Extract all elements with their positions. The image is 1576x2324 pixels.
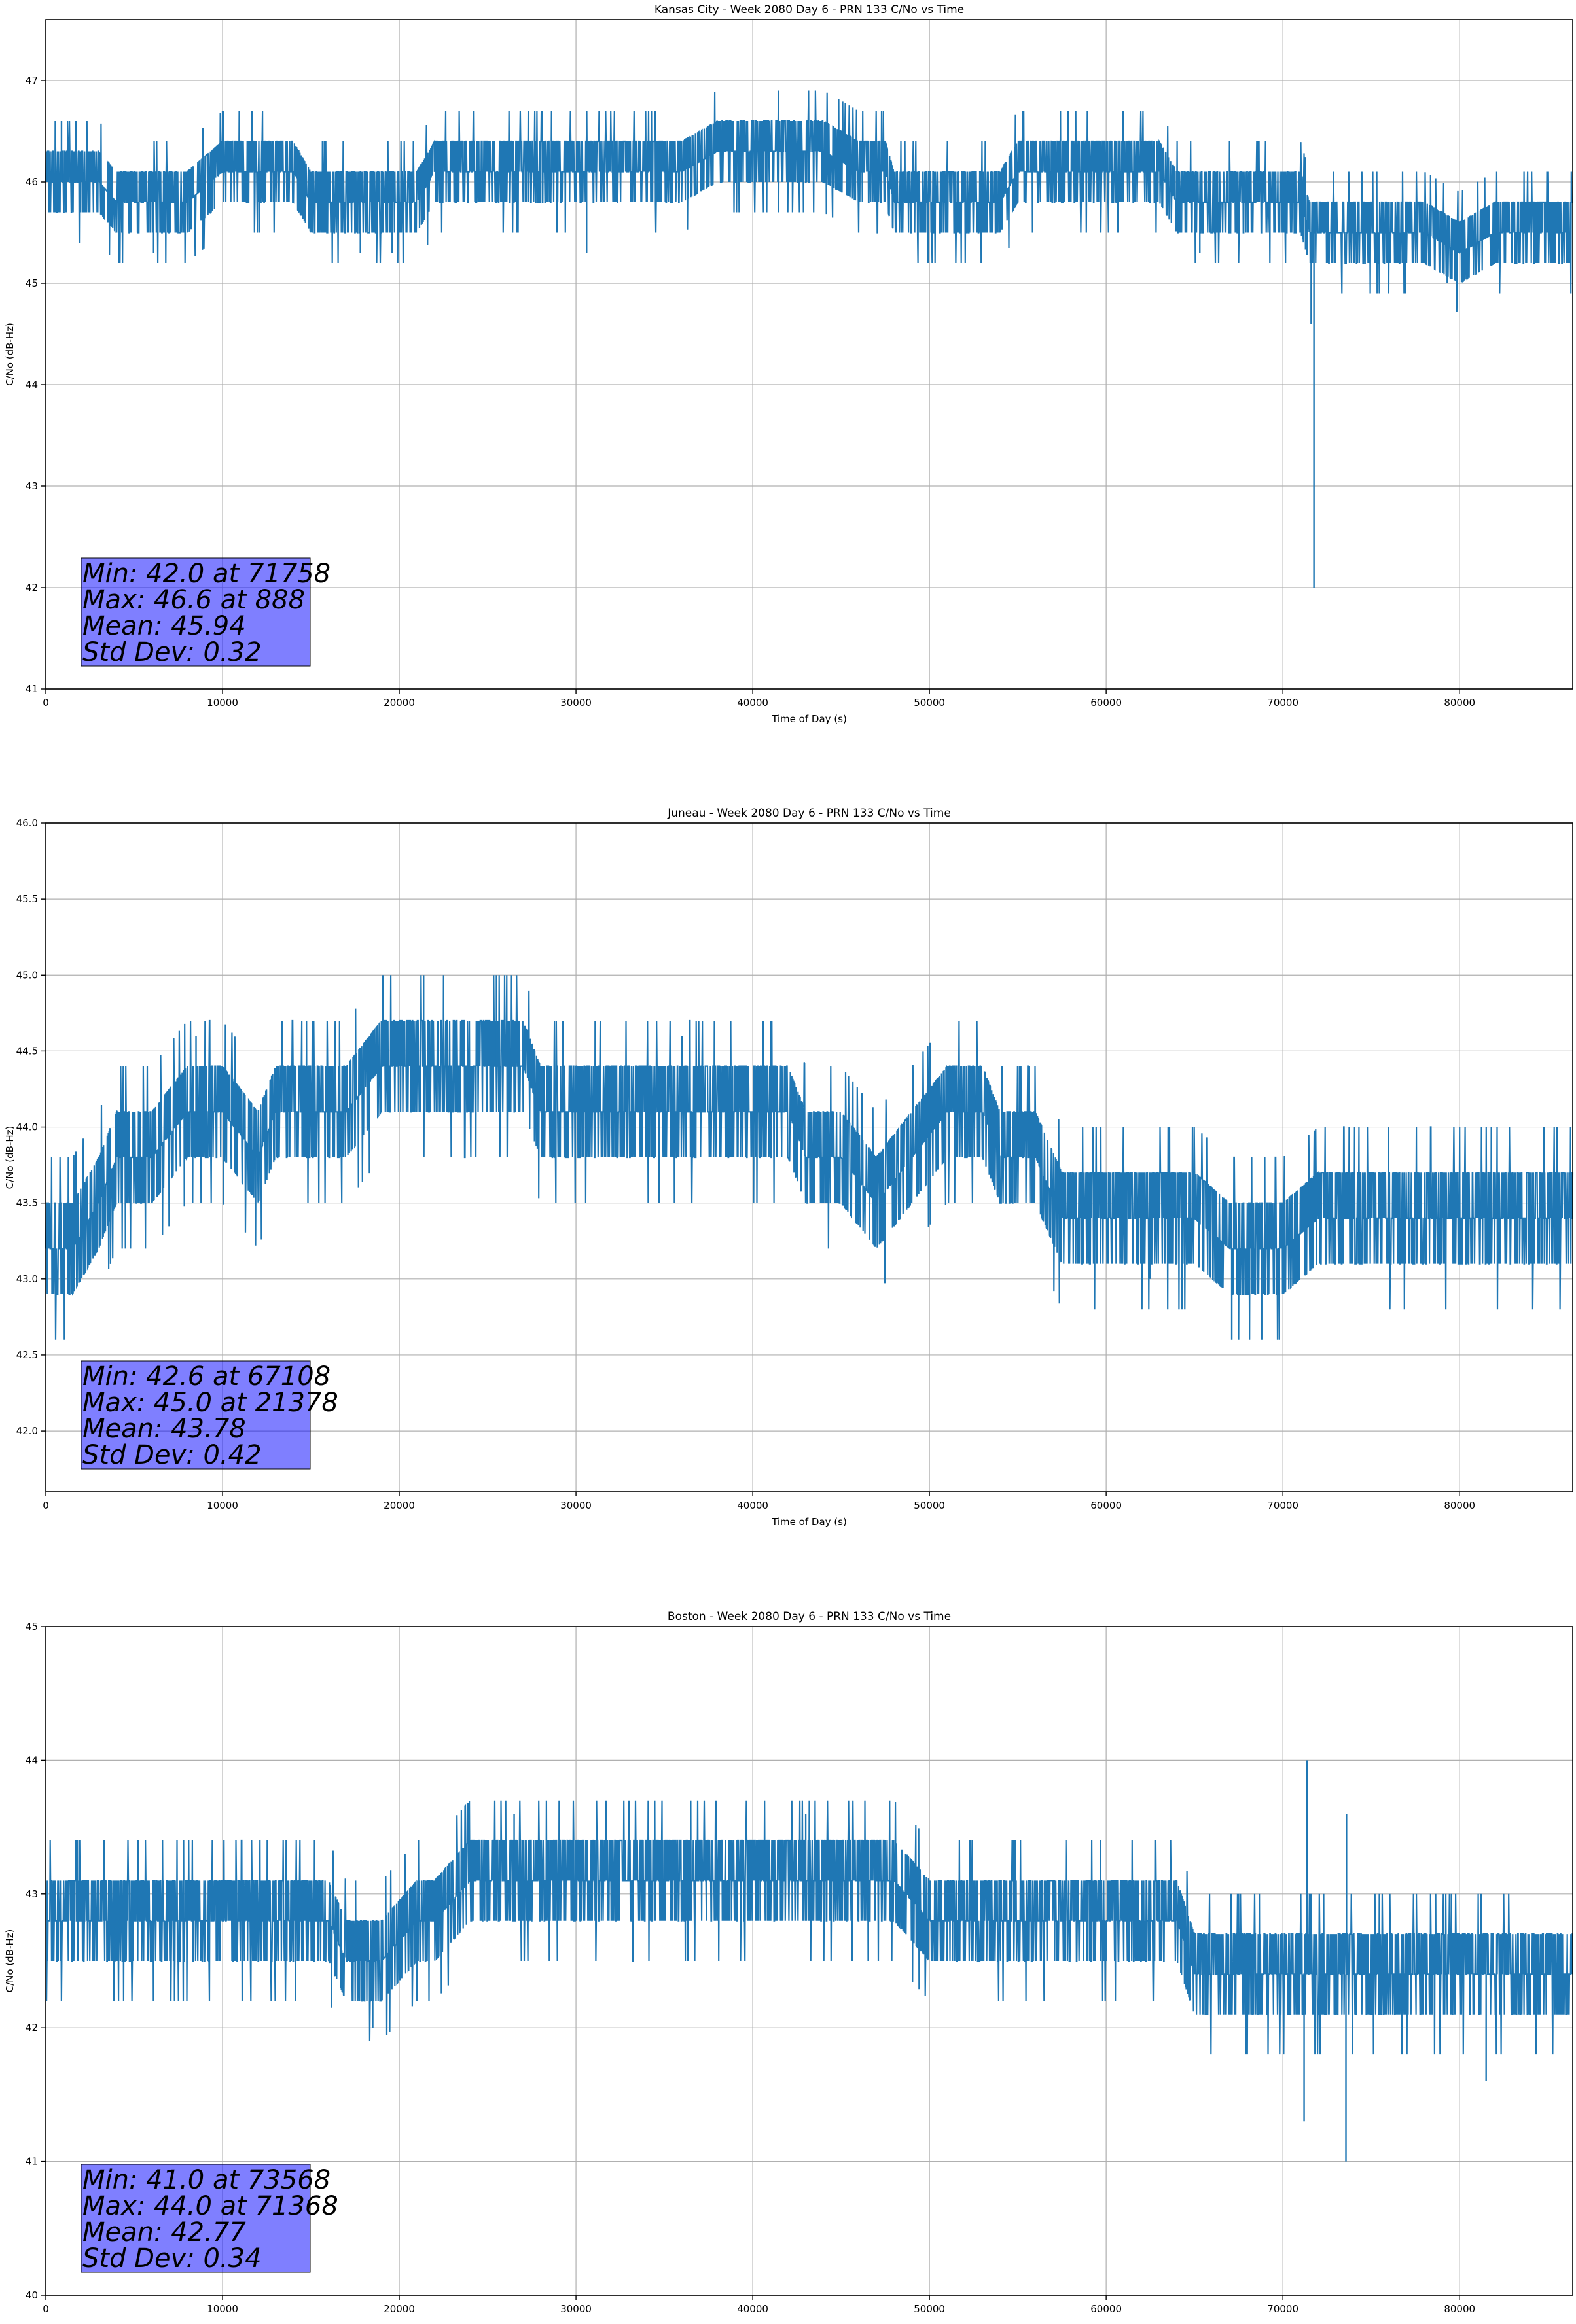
- stats-std-text: Std Dev: 0.34: [82, 2244, 262, 2274]
- stats-mean-text: Mean: 43.78: [82, 1414, 246, 1444]
- y-tick-label: 41: [26, 683, 38, 695]
- plot-frame: [45, 1626, 1573, 2296]
- chart-panel-1: 0 10000 20000 30000 40000 50000 60000 70000 8000…: [4, 3, 1573, 725]
- stats-box-background: [81, 557, 311, 667]
- cno-series-line: [45, 1800, 1573, 2055]
- x-tick-label: 60000: [1090, 2303, 1122, 2315]
- stats-max-text: Max: 46.6 at 888: [82, 585, 305, 615]
- x-tick-label: 40000: [737, 697, 768, 709]
- y-tick-label: 45: [26, 1621, 38, 1632]
- y-axis-label: C/No (dB-Hz): [4, 323, 16, 386]
- stats-box-background: [81, 2164, 311, 2273]
- x-tick-label: 30000: [560, 1500, 592, 1511]
- cno-series-line: [45, 90, 1573, 313]
- y-tick-label: 45.0: [16, 969, 38, 981]
- x-tick-label: 50000: [914, 697, 945, 709]
- x-tick-label: 60000: [1090, 697, 1122, 709]
- stats-std-text: Std Dev: 0.42: [82, 1440, 262, 1470]
- x-tick-label: 50000: [914, 1500, 945, 1511]
- stats-max-text: Max: 45.0 at 21378: [82, 1388, 338, 1418]
- cno-series-line: [45, 975, 1574, 1340]
- stats-max-text: Max: 44.0 at 71368: [82, 2191, 338, 2221]
- x-tick-label: 70000: [1267, 1500, 1298, 1511]
- y-tick-label: 41: [26, 2156, 38, 2168]
- x-tick-label: 0: [43, 1500, 49, 1511]
- x-tick-label: 30000: [560, 2303, 592, 2315]
- x-tick-label: 10000: [207, 697, 238, 709]
- y-axis-label: C/No (dB-Hz): [4, 1929, 16, 1993]
- y-tick-label: 43: [26, 480, 38, 492]
- y-tick-label: 45.5: [16, 893, 38, 905]
- y-tick-label: 46.0: [16, 817, 38, 829]
- x-tick-label: 80000: [1444, 2303, 1475, 2315]
- y-tick-label: 40: [26, 2289, 38, 2301]
- chart-panel-2: 0 10000 20000 30000 40000 50000 60000 70000 8000…: [4, 807, 1574, 1528]
- y-tick-label: 44: [26, 1754, 38, 1766]
- stats-box-background: [81, 1360, 311, 1470]
- x-tick-label: 80000: [1444, 697, 1475, 709]
- stats-mean-text: Mean: 42.77: [82, 2217, 246, 2247]
- stats-std-text: Std Dev: 0.32: [82, 637, 262, 667]
- y-tick-label: 42.5: [16, 1349, 38, 1361]
- y-tick-label: 44: [26, 379, 38, 391]
- stats-min-text: Min: 42.6 at 67108: [82, 1362, 331, 1392]
- y-tick-label: 46: [26, 176, 38, 188]
- y-tick-label: 45: [26, 277, 38, 289]
- x-tick-label: 0: [43, 697, 49, 709]
- y-tick-label: 42: [26, 2022, 38, 2034]
- y-tick-label: 47: [26, 75, 38, 86]
- x-axis-label: Time of Day (s): [771, 1516, 847, 1528]
- x-tick-label: 70000: [1267, 2303, 1298, 2315]
- chart-title: Juneau - Week 2080 Day 6 - PRN 133 C/No …: [667, 807, 951, 820]
- x-tick-label: 10000: [207, 1500, 238, 1511]
- x-tick-label: 80000: [1444, 1500, 1475, 1511]
- y-tick-label: 42.0: [16, 1425, 38, 1437]
- x-axis-label: Time of Day (s): [771, 713, 847, 725]
- chart-title: Boston - Week 2080 Day 6 - PRN 133 C/No …: [668, 1610, 951, 1623]
- x-tick-label: 30000: [560, 697, 592, 709]
- x-tick-label: 60000: [1090, 1500, 1122, 1511]
- y-tick-label: 42: [26, 582, 38, 593]
- x-tick-label: 40000: [737, 2303, 768, 2315]
- y-tick-label: 44.0: [16, 1121, 38, 1133]
- plot-frame: [45, 19, 1573, 690]
- x-tick-label: 20000: [384, 1500, 415, 1511]
- x-tick-label: 20000: [384, 697, 415, 709]
- stats-min-text: Min: 42.0 at 71758: [82, 559, 331, 589]
- y-tick-label: 43.0: [16, 1273, 38, 1285]
- y-axis-label: C/No (dB-Hz): [4, 1126, 16, 1189]
- y-tick-label: 43: [26, 1888, 38, 1900]
- x-tick-label: 70000: [1267, 697, 1298, 709]
- x-tick-label: 10000: [207, 2303, 238, 2315]
- plot-frame: [45, 822, 1573, 1492]
- y-tick-label: 43.5: [16, 1197, 38, 1209]
- x-tick-label: 40000: [737, 1500, 768, 1511]
- stats-min-text: Min: 41.0 at 73568: [82, 2165, 331, 2195]
- stats-mean-text: Mean: 45.94: [82, 611, 246, 641]
- x-tick-label: 50000: [914, 2303, 945, 2315]
- x-tick-label: 20000: [384, 2303, 415, 2315]
- chart-title: Kansas City - Week 2080 Day 6 - PRN 133 …: [654, 3, 964, 16]
- chart-panel-3: 0 10000 20000 30000 40000 50000 60000 70000 8000…: [4, 1610, 1573, 2324]
- x-tick-label: 0: [43, 2303, 49, 2315]
- y-tick-label: 44.5: [16, 1045, 38, 1057]
